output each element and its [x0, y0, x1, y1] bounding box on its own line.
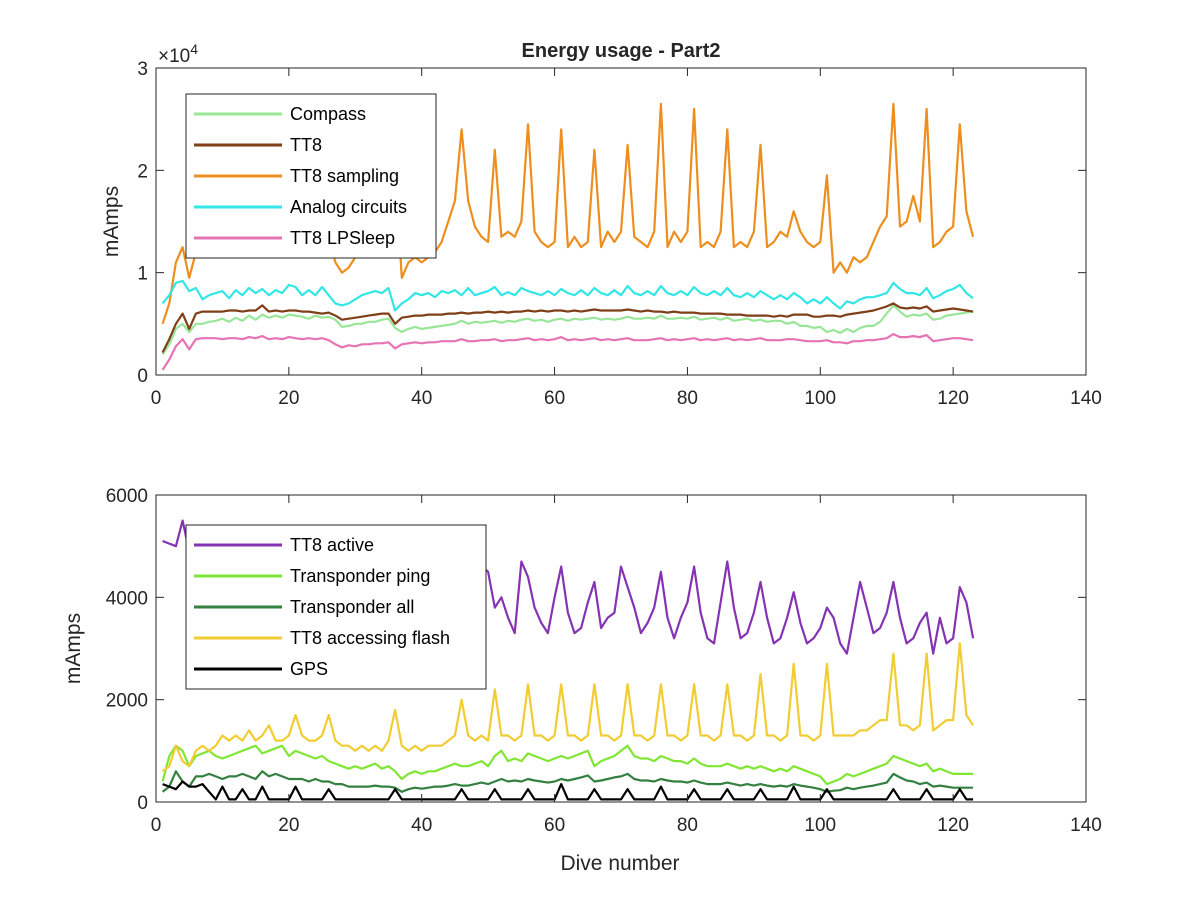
x-tick-label: 20 — [278, 815, 299, 836]
bottom-subplot: 0 20 40 60 80 100 120 140 0 2000 4000 6000 mAmps Di… — [62, 486, 1102, 875]
y-tick-label: 1 — [137, 264, 148, 285]
x-tick-label: 60 — [544, 815, 565, 836]
legend-entry: TT8 active — [290, 535, 374, 555]
x-tick-label: 140 — [1070, 388, 1102, 409]
top-ticks-group: 0 20 40 60 80 100 120 140 0 1 2 3 — [137, 59, 1101, 409]
x-tick-label: 0 — [151, 388, 162, 409]
legend-entry: GPS — [290, 659, 328, 679]
x-tick-label: 40 — [411, 388, 432, 409]
x-tick-label: 20 — [278, 388, 299, 409]
x-tick-label: 80 — [677, 815, 698, 836]
series-line-transponder-ping — [161, 744, 974, 786]
series-line-analog-circuits — [161, 279, 974, 312]
y-tick-label: 6000 — [106, 486, 148, 507]
legend-entry: Transponder ping — [290, 566, 430, 586]
top-subplot: 0 20 40 60 80 100 120 140 0 1 2 3 Energy usage - Pa… — [100, 40, 1102, 409]
y-tick-label: 4000 — [106, 588, 148, 609]
x-tick-label: 80 — [677, 388, 698, 409]
top-chart-title: Energy usage - Part2 — [522, 40, 721, 62]
exponent-power: 4 — [190, 41, 198, 57]
y-tick-label: 2 — [137, 161, 148, 182]
x-tick-label: 100 — [804, 388, 836, 409]
series-line-transponder-all — [161, 770, 974, 793]
exponent-base: ×10 — [158, 46, 190, 67]
bottom-y-axis-label: mAmps — [62, 613, 85, 684]
x-tick-label: 100 — [804, 815, 836, 836]
y-tick-label: 0 — [137, 366, 148, 387]
series-line-tt8-lpsleep — [161, 333, 974, 371]
bottom-legend: TT8 active Transponder ping Transponder al… — [185, 524, 487, 690]
legend-entry: TT8 accessing flash — [290, 628, 450, 648]
y-tick-label: 2000 — [106, 691, 148, 712]
top-legend: Compass TT8 TT8 sampling Analog circuits TT8… — [185, 93, 437, 259]
x-tick-label: 40 — [411, 815, 432, 836]
bottom-x-axis-label: Dive number — [560, 852, 679, 875]
bottom-ticks-group: 0 20 40 60 80 100 120 140 0 2000 4000 6000 — [106, 486, 1102, 836]
series-line-tt8 — [161, 302, 974, 353]
x-tick-label: 0 — [151, 815, 162, 836]
series-line-compass — [161, 304, 974, 356]
x-tick-label: 120 — [937, 388, 969, 409]
legend-entry: Transponder all — [290, 597, 414, 617]
top-y-exponent-label: ×104 — [158, 41, 198, 67]
top-y-axis-label: mAmps — [100, 186, 123, 257]
legend-entry: TT8 LPSleep — [290, 228, 395, 248]
x-tick-label: 120 — [937, 815, 969, 836]
legend-entry: Analog circuits — [290, 197, 407, 217]
y-tick-label: 0 — [137, 793, 148, 814]
top-series-group — [161, 102, 975, 371]
legend-entry: TT8 sampling — [290, 166, 399, 186]
x-tick-label: 60 — [544, 388, 565, 409]
series-line-gps — [162, 780, 974, 801]
legend-entry: TT8 — [290, 135, 322, 155]
x-tick-label: 140 — [1070, 815, 1102, 836]
y-tick-label: 3 — [137, 59, 148, 80]
series-line-tt8-accessing-flash — [161, 642, 975, 773]
legend-entry: Compass — [290, 104, 366, 124]
